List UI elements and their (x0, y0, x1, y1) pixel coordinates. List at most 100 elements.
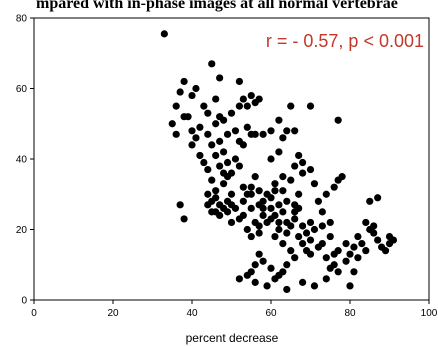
data-point (306, 102, 315, 110)
data-point (220, 148, 228, 156)
data-point (239, 197, 247, 205)
data-point (295, 190, 303, 198)
data-point (216, 162, 224, 170)
data-point (247, 190, 255, 198)
data-point (239, 211, 247, 219)
data-point (196, 151, 204, 160)
data-point (306, 218, 315, 227)
data-point (295, 151, 303, 160)
data-point (231, 155, 240, 163)
data-point (259, 257, 267, 265)
data-point (271, 187, 279, 195)
data-point (259, 130, 267, 138)
data-point (362, 247, 370, 255)
data-point (374, 194, 382, 202)
data-point (231, 204, 240, 212)
data-point (318, 240, 326, 248)
data-point (255, 187, 263, 195)
data-point (231, 127, 240, 135)
data-point (251, 278, 259, 286)
data-point (291, 215, 299, 223)
data-points (160, 30, 398, 294)
data-point (251, 99, 259, 107)
correlation-annotation: r = - 0.57, p < 0.001 (266, 31, 424, 51)
data-point (235, 102, 243, 110)
tick-labels: 0 20 40 60 80 100 0 20 40 60 80 (16, 14, 438, 320)
data-point (354, 232, 362, 241)
data-point (302, 229, 311, 237)
y-tick-label: 60 (16, 84, 28, 95)
data-point (330, 250, 338, 258)
data-point (160, 30, 168, 38)
data-point (216, 74, 224, 82)
data-point (283, 229, 291, 237)
data-point (287, 102, 295, 110)
data-point (299, 278, 307, 286)
data-point (287, 247, 295, 255)
data-point (310, 282, 319, 290)
data-point (239, 183, 247, 191)
data-point (247, 91, 255, 100)
data-point (180, 215, 188, 223)
data-point (381, 247, 390, 255)
data-point (283, 285, 291, 294)
data-point (220, 180, 228, 188)
data-point (243, 123, 251, 131)
data-point (334, 176, 342, 184)
data-point (322, 254, 330, 262)
x-tick-label: 0 (31, 308, 37, 319)
data-point (271, 232, 279, 241)
data-point (334, 268, 342, 276)
data-point (255, 250, 263, 258)
data-point (243, 225, 251, 234)
chart-title: mpared with in-phase images at all norma… (36, 0, 398, 12)
data-point (227, 218, 236, 227)
data-point (180, 77, 188, 86)
data-point (196, 123, 204, 131)
data-point (247, 204, 255, 212)
data-point (306, 250, 315, 258)
data-point (208, 176, 216, 184)
data-point (314, 197, 322, 205)
data-point (389, 236, 398, 244)
data-point (216, 211, 224, 219)
data-point (255, 229, 263, 237)
data-point (287, 222, 295, 230)
data-point (275, 201, 283, 209)
data-point (172, 102, 180, 110)
data-point (192, 84, 200, 93)
data-point (267, 127, 275, 135)
axes (30, 17, 430, 304)
data-point (283, 127, 291, 135)
data-point (370, 229, 378, 237)
data-point (350, 268, 358, 276)
data-point (212, 120, 220, 128)
data-point (299, 169, 307, 177)
data-point (275, 148, 283, 156)
x-tick-label: 20 (107, 308, 119, 319)
data-point (346, 282, 354, 290)
data-point (291, 254, 299, 262)
data-point (259, 211, 267, 219)
data-point (227, 190, 236, 198)
data-point (370, 222, 378, 230)
data-point (176, 88, 184, 96)
data-point (216, 137, 224, 145)
data-point (239, 141, 247, 149)
data-point (322, 275, 330, 283)
data-point (212, 151, 220, 160)
data-point (362, 218, 370, 227)
data-point (172, 130, 180, 138)
data-point (295, 232, 303, 241)
data-point (350, 243, 358, 251)
data-point (275, 218, 283, 227)
data-point (259, 204, 267, 212)
data-point (204, 130, 212, 138)
data-point (188, 127, 196, 135)
data-point (326, 264, 334, 272)
data-point (204, 201, 212, 209)
data-point (334, 116, 342, 124)
data-point (354, 254, 362, 262)
data-point (374, 236, 382, 244)
